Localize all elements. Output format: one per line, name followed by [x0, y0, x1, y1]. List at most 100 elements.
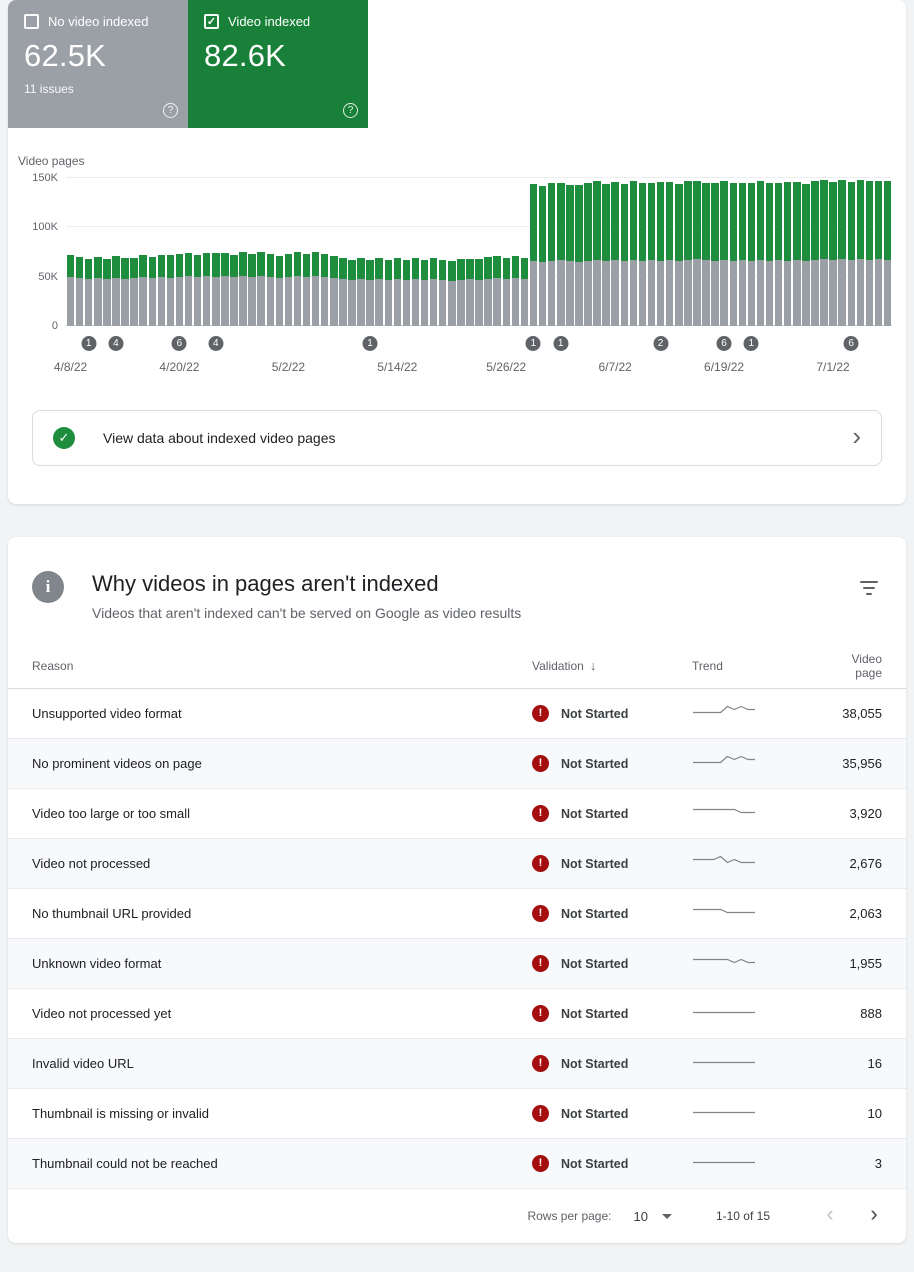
stacked-bar[interactable] [284, 178, 293, 326]
stacked-bar[interactable] [420, 178, 429, 326]
stacked-bar[interactable] [656, 178, 665, 326]
stacked-bar[interactable] [693, 178, 701, 326]
card-no-video-indexed[interactable]: No video indexed 62.5K 11 issues ? [8, 0, 188, 128]
stacked-bar[interactable] [320, 178, 329, 326]
issue-marker[interactable]: 4 [108, 336, 124, 351]
stacked-bar[interactable] [366, 178, 374, 326]
column-header-reason[interactable]: Reason [32, 658, 74, 673]
issue-marker[interactable]: 1 [553, 336, 569, 351]
issue-marker[interactable]: 6 [716, 336, 732, 351]
stacked-bar[interactable] [384, 178, 393, 326]
issue-marker[interactable]: 1 [743, 336, 759, 351]
issue-marker[interactable]: 4 [208, 336, 224, 351]
stacked-bar[interactable] [720, 178, 728, 326]
stacked-bar[interactable] [711, 178, 719, 326]
stacked-bar[interactable] [738, 178, 747, 326]
stacked-bar[interactable] [393, 178, 402, 326]
stacked-bar[interactable] [538, 178, 547, 326]
stacked-bar[interactable] [212, 178, 220, 326]
stacked-bar[interactable] [838, 178, 846, 326]
stacked-bar[interactable] [75, 178, 84, 326]
help-icon[interactable]: ? [163, 103, 178, 118]
next-page-button[interactable]: › [870, 1201, 878, 1227]
stacked-bar[interactable] [166, 178, 175, 326]
stacked-bar[interactable] [584, 178, 592, 326]
stacked-bar[interactable] [184, 178, 193, 326]
stacked-bar[interactable] [257, 178, 265, 326]
issue-marker[interactable]: 1 [81, 336, 97, 351]
stacked-bar[interactable] [411, 178, 420, 326]
stacked-bar[interactable] [611, 178, 619, 326]
stacked-bar[interactable] [774, 178, 783, 326]
stacked-bar[interactable] [629, 178, 638, 326]
stacked-bar[interactable] [793, 178, 801, 326]
stacked-bar[interactable] [230, 178, 238, 326]
stacked-bar[interactable] [729, 178, 737, 326]
stacked-bar[interactable] [157, 178, 166, 326]
table-row[interactable]: Unknown video format! Not Started 1,955 [8, 939, 906, 990]
card-video-indexed[interactable]: ✓ Video indexed 82.6K ? [188, 0, 368, 128]
stacked-bar[interactable] [647, 178, 656, 326]
stacked-bar[interactable] [139, 178, 147, 326]
stacked-bar[interactable] [375, 178, 383, 326]
view-indexed-data-banner[interactable]: ✓ View data about indexed video pages › [32, 410, 882, 466]
stacked-bar[interactable] [602, 178, 610, 326]
stacked-bar[interactable] [402, 178, 411, 326]
stacked-bar[interactable] [239, 178, 247, 326]
stacked-bar[interactable] [103, 178, 111, 326]
issue-marker[interactable]: 6 [843, 336, 859, 351]
stacked-bar[interactable] [475, 178, 483, 326]
column-header-video-page[interactable]: Video page [851, 651, 882, 680]
table-row[interactable]: Video not processed yet! Not Started 888 [8, 989, 906, 1040]
stacked-bar[interactable] [502, 178, 511, 326]
stacked-bar[interactable] [175, 178, 184, 326]
stacked-bar[interactable] [856, 178, 865, 326]
issue-marker[interactable]: 1 [525, 336, 541, 351]
stacked-bar[interactable] [339, 178, 347, 326]
table-row[interactable]: Video too large or too small! Not Started… [8, 789, 906, 840]
stacked-bar[interactable] [675, 178, 683, 326]
stacked-bar[interactable] [620, 178, 629, 326]
stacked-bar[interactable] [702, 178, 710, 326]
stacked-bar[interactable] [66, 178, 75, 326]
stacked-bar[interactable] [820, 178, 828, 326]
previous-page-button[interactable]: ‹ [826, 1201, 834, 1227]
column-header-trend[interactable]: Trend [692, 658, 723, 673]
stacked-bar[interactable] [638, 178, 647, 326]
stacked-bar[interactable] [529, 178, 538, 326]
stacked-bar[interactable] [429, 178, 438, 326]
stacked-bar[interactable] [302, 178, 311, 326]
help-icon[interactable]: ? [343, 103, 358, 118]
stacked-bar[interactable] [566, 178, 574, 326]
checkbox-video-indexed[interactable]: ✓ [204, 14, 219, 29]
issue-marker[interactable]: 1 [362, 336, 378, 351]
stacked-bar[interactable] [557, 178, 565, 326]
table-row[interactable]: No prominent videos on page! Not Started 3… [8, 739, 906, 790]
stacked-bar[interactable] [783, 178, 792, 326]
stacked-bar[interactable] [847, 178, 855, 326]
rows-per-page-select[interactable]: 10 [633, 1209, 672, 1224]
stacked-bar[interactable] [121, 178, 129, 326]
stacked-bar[interactable] [293, 178, 302, 326]
stacked-bar[interactable] [84, 178, 93, 326]
stacked-bar[interactable] [348, 178, 356, 326]
stacked-bar[interactable] [275, 178, 284, 326]
stacked-bar[interactable] [112, 178, 120, 326]
stacked-bar[interactable] [684, 178, 692, 326]
stacked-bar[interactable] [493, 178, 501, 326]
filter-icon[interactable] [856, 577, 882, 599]
stacked-bar[interactable] [248, 178, 256, 326]
stacked-bar[interactable] [883, 178, 892, 326]
stacked-bar[interactable] [811, 178, 819, 326]
stacked-bar[interactable] [202, 178, 211, 326]
table-row[interactable]: Thumbnail is missing or invalid! Not Star… [8, 1089, 906, 1140]
table-row[interactable]: Video not processed! Not Started 2,676 [8, 839, 906, 890]
stacked-bar[interactable] [802, 178, 810, 326]
stacked-bar[interactable] [829, 178, 837, 326]
checkbox-no-video-indexed[interactable] [24, 14, 39, 29]
issue-marker[interactable]: 6 [171, 336, 187, 351]
stacked-bar[interactable] [593, 178, 601, 326]
stacked-bar[interactable] [330, 178, 338, 326]
table-row[interactable]: Invalid video URL! Not Started 16 [8, 1039, 906, 1090]
stacked-bar[interactable] [484, 178, 492, 326]
